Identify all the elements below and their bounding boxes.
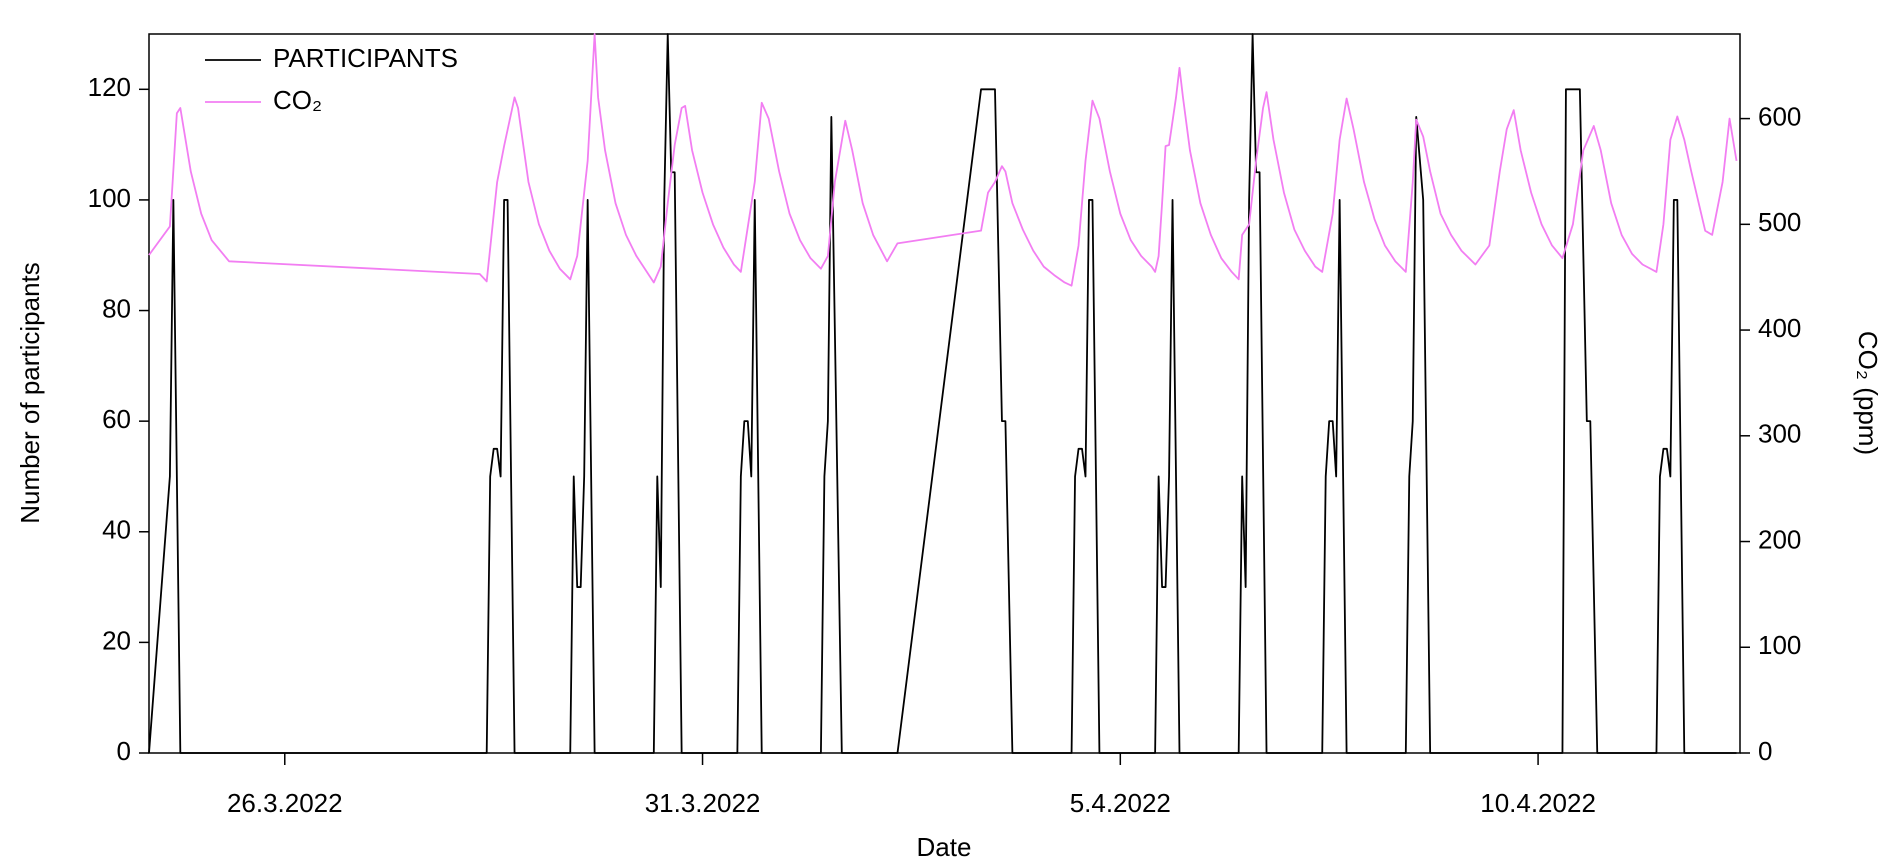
y2-tick-label: 0 — [1758, 736, 1772, 766]
plot-frame — [148, 33, 1741, 754]
y2-tick-label: 500 — [1758, 207, 1801, 237]
y-axis-label: Number of participants — [15, 262, 45, 524]
y2-tick-label: 100 — [1758, 630, 1801, 660]
x-axis-label: Date — [917, 832, 972, 862]
y2-tick-label: 200 — [1758, 524, 1801, 554]
y-tick-label: 40 — [102, 515, 131, 545]
y-tick-label: 120 — [88, 72, 131, 102]
y-tick-label: 100 — [88, 183, 131, 213]
x-tick-label: 26.3.2022 — [227, 788, 343, 818]
y-tick-label: 0 — [117, 736, 131, 766]
x-tick-label: 31.3.2022 — [645, 788, 761, 818]
y-tick-label: 20 — [102, 625, 131, 655]
y2-tick-label: 300 — [1758, 419, 1801, 449]
legend-label: PARTICIPANTS — [273, 43, 458, 73]
x-tick-label: 5.4.2022 — [1070, 788, 1171, 818]
legend-label: CO₂ — [273, 85, 322, 115]
x-tick-label: 10.4.2022 — [1480, 788, 1596, 818]
data-line — [148, 33, 1738, 287]
y-tick-label: 60 — [102, 404, 131, 434]
data-line — [148, 33, 1737, 754]
y2-tick-label: 400 — [1758, 313, 1801, 343]
y2-axis-label: CO₂ (ppm) — [1853, 331, 1883, 455]
y2-tick-label: 600 — [1758, 101, 1801, 131]
y-tick-label: 80 — [102, 293, 131, 323]
